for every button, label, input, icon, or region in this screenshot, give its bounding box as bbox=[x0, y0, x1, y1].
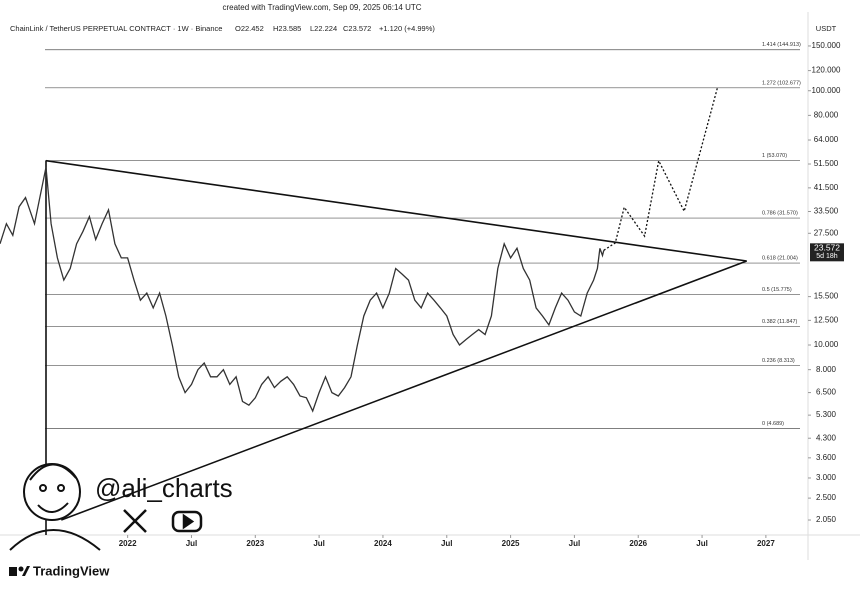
y-tick-label: 2.500 bbox=[816, 493, 837, 502]
close: C23.572 bbox=[343, 24, 371, 33]
symbol: ChainLink / TetherUS PERPETUAL CONTRACT … bbox=[10, 24, 222, 33]
y-tick-label: 41.500 bbox=[814, 183, 839, 192]
low: L22.224 bbox=[310, 24, 337, 33]
y-tick-label: 4.300 bbox=[816, 433, 837, 442]
x-tick-label: Jul bbox=[696, 539, 708, 548]
y-tick-label: 3.000 bbox=[816, 473, 837, 482]
y-tick-label: 80.000 bbox=[814, 110, 839, 119]
x-tick-label: 2025 bbox=[502, 539, 520, 548]
y-tick-label: 100.000 bbox=[812, 86, 841, 95]
projection bbox=[603, 87, 719, 251]
price-tag bbox=[810, 243, 844, 262]
y-tick-label: 51.500 bbox=[814, 159, 839, 168]
y-tick-label: 6.500 bbox=[816, 388, 837, 397]
countdown: 5d 18h bbox=[816, 253, 838, 260]
high: H23.585 bbox=[273, 24, 301, 33]
fib-label: 1.414 (144.913) bbox=[762, 42, 801, 48]
y-tick-label: 3.600 bbox=[816, 453, 837, 462]
x-tick-label: Jul bbox=[186, 539, 198, 548]
fib-label: 0 (4.689) bbox=[762, 421, 784, 427]
x-tick-label: 2027 bbox=[757, 539, 775, 548]
trendline bbox=[61, 260, 747, 521]
brand: TradingView bbox=[33, 563, 110, 578]
fib-label: 0.5 (15.775) bbox=[762, 287, 792, 293]
x-tick-label: 2022 bbox=[119, 539, 137, 548]
y-tick-label: 33.500 bbox=[814, 207, 839, 216]
y-tick-label: 64.000 bbox=[814, 135, 839, 144]
watermark: created with TradingView.com, Sep 09, 20… bbox=[222, 3, 421, 12]
fib-label: 0.786 (31.570) bbox=[762, 211, 798, 217]
y-tick-label: 2.050 bbox=[816, 515, 837, 524]
social-icons bbox=[123, 509, 203, 533]
y-tick-label: 15.500 bbox=[814, 292, 839, 301]
y-tick-label: 27.500 bbox=[814, 228, 839, 237]
avatar bbox=[9, 463, 101, 551]
y-tick-label: 8.000 bbox=[816, 365, 837, 374]
author: @ali_charts bbox=[95, 473, 233, 503]
x-tick-label: 2024 bbox=[374, 539, 392, 548]
brand-logo bbox=[9, 566, 30, 576]
price-label: 23.572 bbox=[814, 243, 840, 253]
trendline bbox=[45, 159, 747, 262]
currency: USDT bbox=[816, 24, 837, 33]
fib-label: 0.618 (21.004) bbox=[762, 256, 798, 262]
change: +1.120 (+4.99%) bbox=[379, 24, 435, 33]
price-line bbox=[0, 167, 605, 413]
fib-label: 1 (53.070) bbox=[762, 153, 787, 159]
y-tick-label: 10.000 bbox=[814, 340, 839, 349]
plot-area: 150.000 120.000 100.000 80.000 64.000 51.500 4… bbox=[0, 12, 860, 560]
x-tick-label: 2023 bbox=[246, 539, 264, 548]
fib-label: 0.382 (11.847) bbox=[762, 319, 798, 325]
y-tick-label: 150.000 bbox=[812, 41, 841, 50]
fib-label: 1.272 (102.677) bbox=[762, 80, 801, 86]
x-tick-label: Jul bbox=[569, 539, 581, 548]
y-tick-label: 120.000 bbox=[812, 66, 841, 75]
y-tick-label: 12.500 bbox=[814, 315, 839, 324]
open: O22.452 bbox=[235, 24, 264, 33]
x-tick-label: Jul bbox=[313, 539, 325, 548]
y-tick-label: 5.300 bbox=[816, 410, 837, 419]
fib-label: 0.236 (8.313) bbox=[762, 358, 795, 364]
x-tick-label: Jul bbox=[441, 539, 453, 548]
x-tick-label: 2026 bbox=[629, 539, 647, 548]
